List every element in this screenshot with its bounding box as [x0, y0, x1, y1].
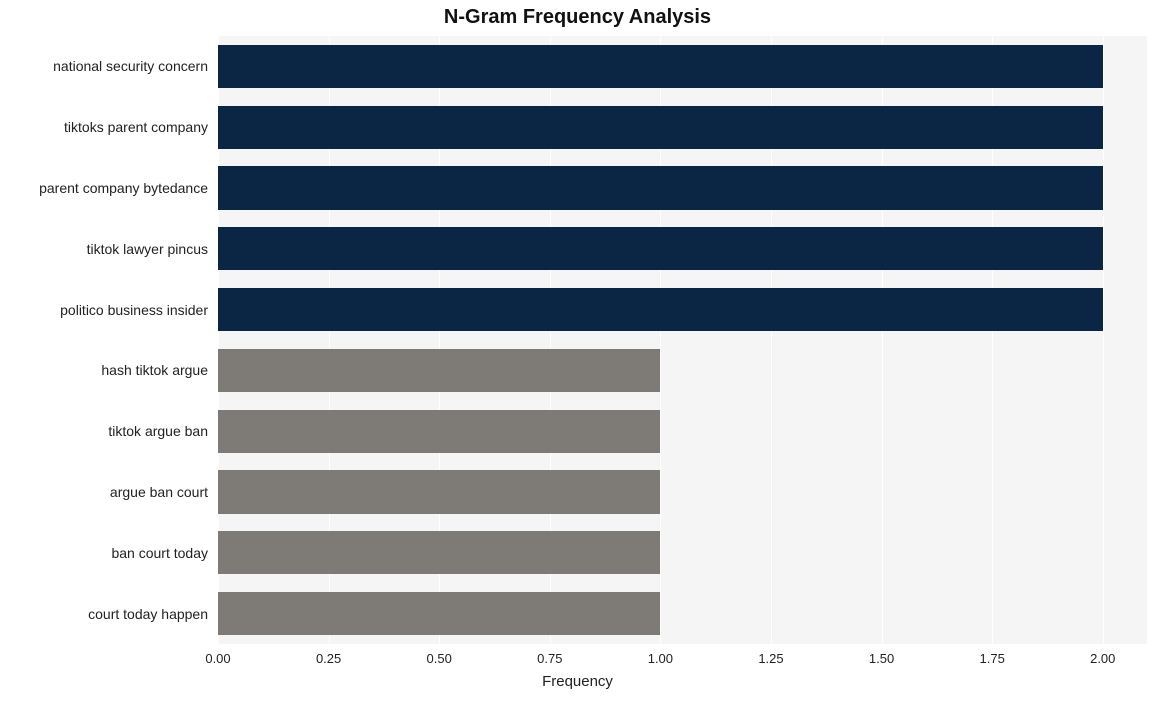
bar [218, 227, 1103, 270]
y-tick-label: court today happen [0, 607, 208, 621]
x-tick-label: 0.25 [316, 651, 341, 666]
bar [218, 288, 1103, 331]
y-tick-label: argue ban court [0, 485, 208, 499]
x-tick-label: 0.00 [205, 651, 230, 666]
bar [218, 45, 1103, 88]
y-tick-label: parent company bytedance [0, 181, 208, 195]
x-tick-label: 0.50 [427, 651, 452, 666]
x-tick-label: 0.75 [537, 651, 562, 666]
grid-line [1103, 36, 1104, 644]
chart-title: N-Gram Frequency Analysis [0, 6, 1155, 29]
bar [218, 166, 1103, 209]
bar [218, 410, 660, 453]
ngram-frequency-chart: N-Gram Frequency Analysis Frequency 0.00… [0, 0, 1155, 701]
bar [218, 349, 660, 392]
y-tick-label: hash tiktok argue [0, 363, 208, 377]
x-axis-label: Frequency [0, 673, 1155, 690]
y-tick-label: national security concern [0, 59, 208, 73]
bar [218, 592, 660, 635]
x-tick-label: 1.25 [758, 651, 783, 666]
y-tick-label: politico business insider [0, 303, 208, 317]
y-tick-label: tiktok argue ban [0, 424, 208, 438]
y-tick-label: tiktok lawyer pincus [0, 242, 208, 256]
x-tick-label: 1.75 [980, 651, 1005, 666]
x-tick-label: 1.50 [869, 651, 894, 666]
x-tick-label: 2.00 [1090, 651, 1115, 666]
bar [218, 470, 660, 513]
y-tick-label: tiktoks parent company [0, 120, 208, 134]
x-tick-label: 1.00 [648, 651, 673, 666]
plot-area [218, 36, 1147, 644]
bar [218, 531, 660, 574]
bar [218, 106, 1103, 149]
y-tick-label: ban court today [0, 546, 208, 560]
